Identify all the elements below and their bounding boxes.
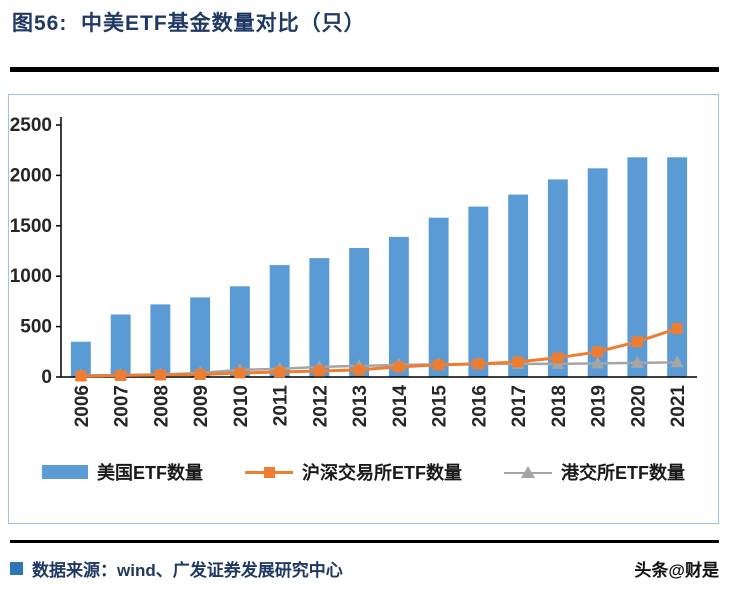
- svg-text:1000: 1000: [10, 266, 52, 287]
- us-etf-bar-swatch-icon: [42, 465, 88, 479]
- svg-text:2010: 2010: [231, 385, 252, 427]
- footer: 数据来源：wind、广发证券发展研究中心 头条@财是: [10, 551, 719, 585]
- data-source: 数据来源：wind、广发证券发展研究中心: [10, 556, 343, 581]
- y-axis-ticks: 0 500 1000 1500 2000 2500: [10, 115, 61, 388]
- svg-text:2017: 2017: [509, 385, 530, 427]
- legend-label-hkex-etf: 港交所ETF数量: [561, 463, 685, 483]
- hkex-etf-line-swatch-icon: [504, 465, 552, 480]
- svg-text:0: 0: [41, 367, 52, 388]
- svg-text:2016: 2016: [469, 385, 490, 427]
- x-axis-labels: 2006 2007 2008 2009 2010 2011 2012 2013 2014 2015…: [72, 385, 689, 428]
- source-bullet-icon: [10, 561, 23, 575]
- svg-text:2014: 2014: [390, 385, 411, 428]
- title-divider-rule: [10, 67, 719, 72]
- figure-title: 图56: 中美ETF基金数量对比（只）: [12, 12, 366, 35]
- legend-item-hkex-etf: 港交所ETF数量: [504, 459, 685, 485]
- svg-text:2021: 2021: [668, 385, 689, 428]
- svg-text:2019: 2019: [589, 385, 610, 427]
- svg-text:1500: 1500: [10, 216, 52, 237]
- svg-text:500: 500: [20, 317, 52, 338]
- svg-text:2500: 2500: [10, 115, 52, 136]
- bar-series: [70, 157, 688, 377]
- data-source-text: 数据来源：wind、广发证券发展研究中心: [32, 560, 343, 580]
- svg-text:2007: 2007: [112, 385, 133, 427]
- chart-legend: 美国ETF数量 沪深交易所ETF数量 港交所ETF数量: [9, 459, 718, 485]
- shsz-markers: [75, 323, 683, 382]
- svg-text:2018: 2018: [549, 385, 570, 427]
- svg-text:2020: 2020: [628, 385, 649, 427]
- footer-divider-rule: [10, 540, 719, 543]
- legend-label-us-etf: 美国ETF数量: [97, 463, 203, 483]
- legend-item-us-etf: 美国ETF数量: [42, 459, 203, 485]
- svg-text:2012: 2012: [310, 385, 331, 427]
- shsz-line: [80, 327, 678, 378]
- legend-label-shsz-etf: 沪深交易所ETF数量: [302, 463, 462, 483]
- legend-item-shsz-etf: 沪深交易所ETF数量: [245, 459, 462, 485]
- svg-text:2013: 2013: [350, 385, 371, 427]
- etf-count-chart: 0 500 1000 1500 2000 2500 2006 2007 2008 2009 2010…: [10, 115, 697, 428]
- svg-text:2009: 2009: [191, 385, 212, 427]
- etf-count-chart-frame: 0 500 1000 1500 2000 2500 2006 2007 2008 2009 2010…: [8, 94, 719, 524]
- svg-text:2011: 2011: [271, 385, 292, 427]
- shsz-etf-line-swatch-icon: [245, 465, 293, 480]
- watermark-text: 头条@财是: [634, 560, 719, 580]
- svg-text:2000: 2000: [10, 165, 52, 186]
- svg-text:2006: 2006: [72, 385, 93, 427]
- svg-text:2015: 2015: [430, 385, 451, 428]
- svg-text:2008: 2008: [151, 385, 172, 427]
